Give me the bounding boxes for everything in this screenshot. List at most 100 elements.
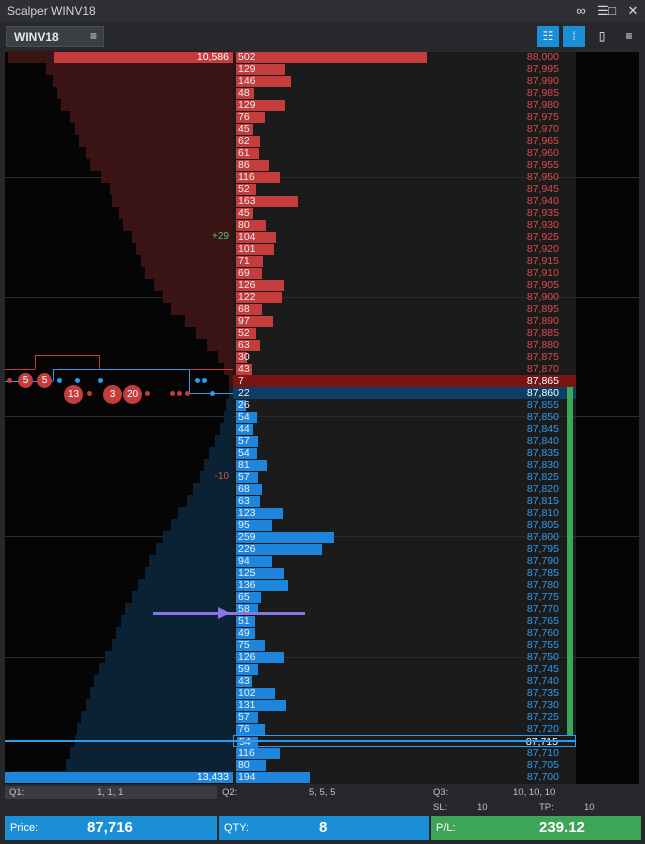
order-marker[interactable]: 13 bbox=[64, 385, 83, 404]
ladder-row[interactable]: 49 87,760 bbox=[233, 627, 576, 639]
ladder-row[interactable]: 63 87,880 bbox=[233, 339, 576, 351]
price-level: 87,930 bbox=[526, 219, 559, 231]
hierarchy-button[interactable]: ⁞ bbox=[563, 26, 585, 47]
ladder-row[interactable]: 22 87,860 bbox=[233, 387, 576, 399]
q3-cell[interactable]: Q3: 10, 10, 10 bbox=[431, 786, 641, 799]
maximize-icon-glyph[interactable]: □ bbox=[608, 3, 616, 18]
ladder-row[interactable]: 52 87,945 bbox=[233, 183, 576, 195]
bid-depth-bar bbox=[236, 616, 256, 627]
ladder-row[interactable]: 68 87,895 bbox=[233, 303, 576, 315]
pl-box: P/L: 239.12 bbox=[431, 816, 641, 840]
ladder-row[interactable]: 65 87,775 bbox=[233, 591, 576, 603]
ask-depth-bar bbox=[236, 100, 286, 111]
qty-box[interactable]: QTY: 8 bbox=[219, 816, 429, 840]
ladder-row[interactable]: 44 87,845 bbox=[233, 423, 576, 435]
ladder-row[interactable]: 102 87,735 bbox=[233, 687, 576, 699]
link-icon[interactable]: ∞ bbox=[576, 3, 586, 18]
bid-depth-bar bbox=[236, 400, 246, 411]
order-marker[interactable]: 20 bbox=[123, 385, 142, 404]
ladder-row[interactable]: 45 87,970 bbox=[233, 123, 576, 135]
ladder-row[interactable]: 43 87,740 bbox=[233, 675, 576, 687]
ladder-row[interactable]: 61 87,960 bbox=[233, 147, 576, 159]
ladder-row[interactable]: 58 87,770 bbox=[233, 603, 576, 615]
ladder-row[interactable]: 116 87,950 bbox=[233, 171, 576, 183]
ladder-row[interactable]: 226 87,795 bbox=[233, 543, 576, 555]
ladder-row[interactable]: 502 88,000 bbox=[233, 51, 576, 63]
ladder-row[interactable]: 94 87,790 bbox=[233, 555, 576, 567]
ladder-row[interactable]: 122 87,900 bbox=[233, 291, 576, 303]
q1-cell[interactable]: Q1: 1, 1, 1 bbox=[5, 786, 217, 799]
ladder-view-button[interactable]: ☷ bbox=[537, 26, 559, 47]
q3-value: 10, 10, 10 bbox=[513, 787, 556, 798]
ladder-row[interactable]: 101 87,920 bbox=[233, 243, 576, 255]
ladder-row[interactable]: 30 87,875 bbox=[233, 351, 576, 363]
ladder-row[interactable]: 54 87,835 bbox=[233, 447, 576, 459]
order-marker[interactable]: 3 bbox=[103, 385, 122, 404]
ladder-row[interactable]: 48 87,985 bbox=[233, 87, 576, 99]
order-marker[interactable]: 5 bbox=[18, 373, 33, 388]
grid-line bbox=[5, 297, 639, 298]
ladder-row[interactable]: 71 87,915 bbox=[233, 255, 576, 267]
volume-total-bar bbox=[54, 52, 233, 63]
ladder-row[interactable]: 57 87,825 bbox=[233, 471, 576, 483]
tp-cell[interactable]: TP: 10 bbox=[536, 801, 641, 814]
ladder-row[interactable]: 131 87,730 bbox=[233, 699, 576, 711]
ladder-row[interactable]: 80 87,930 bbox=[233, 219, 576, 231]
ladder-row[interactable]: 57 87,840 bbox=[233, 435, 576, 447]
q2-cell[interactable]: Q2: 5, 5, 5 bbox=[219, 786, 429, 799]
ladder-row[interactable]: 129 87,995 bbox=[233, 63, 576, 75]
mouse-button[interactable]: ▯ bbox=[598, 29, 606, 43]
ladder-row[interactable]: 68 87,820 bbox=[233, 483, 576, 495]
ladder-row[interactable]: 116 87,710 bbox=[233, 747, 576, 759]
ladder-row[interactable]: 57 87,725 bbox=[233, 711, 576, 723]
ladder-row[interactable]: 129 87,980 bbox=[233, 99, 576, 111]
sl-cell[interactable]: SL: 10 bbox=[431, 801, 536, 814]
price-level: 87,770 bbox=[526, 603, 559, 615]
ladder-row[interactable]: 194 87,700 bbox=[233, 771, 576, 783]
price-ladder[interactable]: 502 88,000 10,586 129 87,995 146 87,990 48 87,98… bbox=[5, 51, 639, 784]
qty-label: QTY: bbox=[224, 822, 250, 834]
ladder-row[interactable]: 95 87,805 bbox=[233, 519, 576, 531]
ladder-row[interactable]: 63 87,815 bbox=[233, 495, 576, 507]
ladder-row[interactable]: 7 87,865 bbox=[233, 375, 576, 387]
ladder-row[interactable]: 97 87,890 bbox=[233, 315, 576, 327]
ladder-row[interactable]: 43 87,870 bbox=[233, 363, 576, 375]
ladder-row[interactable]: 45 87,935 bbox=[233, 207, 576, 219]
volume-profile-bar bbox=[46, 63, 233, 75]
ladder-row[interactable]: 76 87,720 bbox=[233, 723, 576, 735]
close-icon[interactable]: ✕ bbox=[627, 3, 639, 18]
volume-profile-bar bbox=[76, 723, 233, 735]
ladder-row[interactable]: 163 87,940 bbox=[233, 195, 576, 207]
ladder-row[interactable]: 80 87,705 bbox=[233, 759, 576, 771]
ladder-row[interactable]: 86 87,955 bbox=[233, 159, 576, 171]
ladder-row[interactable]: 123 87,810 bbox=[233, 507, 576, 519]
ladder-row[interactable]: 26 87,855 bbox=[233, 399, 576, 411]
ladder-row[interactable]: 76 87,975 bbox=[233, 111, 576, 123]
ladder-row[interactable]: 146 87,990 bbox=[233, 75, 576, 87]
ladder-row[interactable]: 69 87,910 bbox=[233, 267, 576, 279]
ladder-row[interactable]: 51 87,765 bbox=[233, 615, 576, 627]
depth-qty: 502 bbox=[238, 51, 256, 63]
ladder-row[interactable]: 125 87,785 bbox=[233, 567, 576, 579]
depth-qty: 61 bbox=[238, 147, 250, 159]
ladder-row[interactable]: 75 87,755 bbox=[233, 639, 576, 651]
order-marker[interactable]: 5 bbox=[37, 373, 52, 388]
ladder-row[interactable]: 81 87,830 bbox=[233, 459, 576, 471]
ladder-row[interactable]: 62 87,965 bbox=[233, 135, 576, 147]
ladder-row[interactable]: 59 87,745 bbox=[233, 663, 576, 675]
price-box[interactable]: Price: 87,716 bbox=[5, 816, 217, 840]
ladder-row[interactable]: 136 87,780 bbox=[233, 579, 576, 591]
position-price-line bbox=[5, 740, 576, 742]
ask-depth-bar bbox=[236, 220, 267, 231]
menu-button[interactable]: ≡ bbox=[625, 29, 633, 43]
ladder-row[interactable]: 104 87,925 bbox=[233, 231, 576, 243]
volume-profile-bar bbox=[140, 255, 233, 267]
ladder-row[interactable]: 126 87,905 bbox=[233, 279, 576, 291]
ladder-row[interactable]: 54 87,850 bbox=[233, 411, 576, 423]
ladder-row[interactable]: 52 87,885 bbox=[233, 327, 576, 339]
settings-list-icon[interactable]: ☰ bbox=[597, 3, 609, 18]
ladder-row[interactable]: 259 87,800 bbox=[233, 531, 576, 543]
ladder-row[interactable]: 126 87,750 bbox=[233, 651, 576, 663]
grid-line bbox=[5, 416, 639, 417]
symbol-selector[interactable]: WINV18 ≡ bbox=[6, 26, 104, 47]
